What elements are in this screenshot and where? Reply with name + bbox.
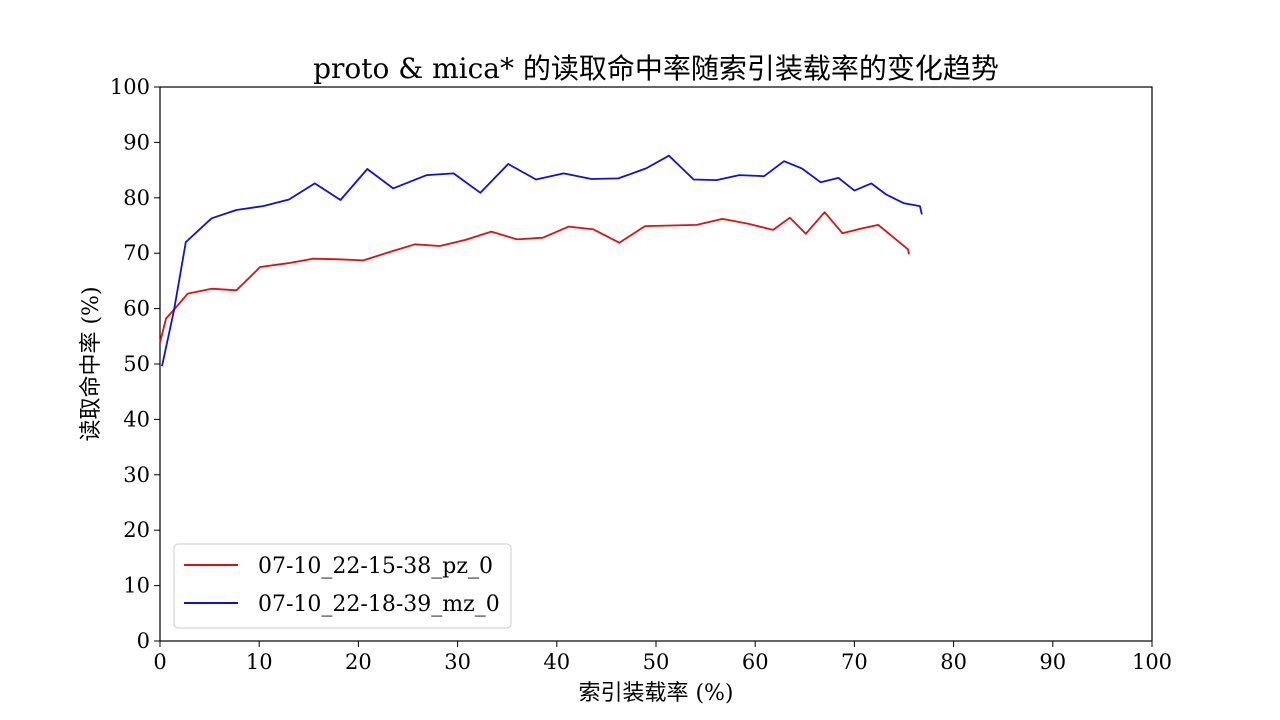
legend-box	[173, 543, 512, 629]
x-tick-label: 30	[444, 650, 471, 674]
x-tick-label: 100	[1132, 650, 1172, 674]
y-tick-label: 90	[123, 130, 150, 154]
x-tick-label: 60	[742, 650, 769, 674]
y-tick-label: 100	[110, 75, 150, 99]
y-tick-label: 20	[123, 518, 150, 542]
chart-title: proto & mica* 的读取命中率随索引装载率的变化趋势	[313, 52, 999, 85]
x-tick-label: 90	[1039, 650, 1066, 674]
y-tick-label: 0	[137, 629, 150, 653]
y-tick-label: 10	[123, 574, 150, 598]
x-tick-label: 70	[841, 650, 868, 674]
x-tick-label: 40	[543, 650, 570, 674]
series-layer	[159, 154, 923, 367]
y-axis: 0 10 20 30 40 50 60 70 80 90 100	[110, 75, 160, 653]
x-tick-label: 0	[153, 650, 166, 674]
y-axis-label: 读取命中率 (%)	[79, 286, 104, 441]
y-tick-label: 50	[123, 352, 150, 376]
series-line-0	[159, 211, 910, 343]
x-tick-label: 20	[345, 650, 372, 674]
y-tick-label: 80	[123, 186, 150, 210]
x-tick-label: 10	[246, 650, 273, 674]
x-tick-label: 50	[643, 650, 670, 674]
legend: 07-10_22-15-38_pz_0 07-10_22-18-39_mz_0	[173, 543, 512, 629]
legend-label-mz: 07-10_22-18-39_mz_0	[258, 592, 500, 617]
series-line-1	[161, 154, 923, 367]
y-tick-label: 70	[123, 241, 150, 265]
y-tick-label: 30	[123, 463, 150, 487]
y-tick-label: 60	[123, 297, 150, 321]
legend-label-pz: 07-10_22-15-38_pz_0	[258, 554, 493, 579]
x-axis: 0 10 20 30 40 50 60 70 80 90 100	[153, 641, 1172, 674]
x-axis-label: 索引装载率 (%)	[578, 681, 733, 706]
y-tick-label: 40	[123, 407, 150, 431]
x-tick-label: 80	[940, 650, 967, 674]
